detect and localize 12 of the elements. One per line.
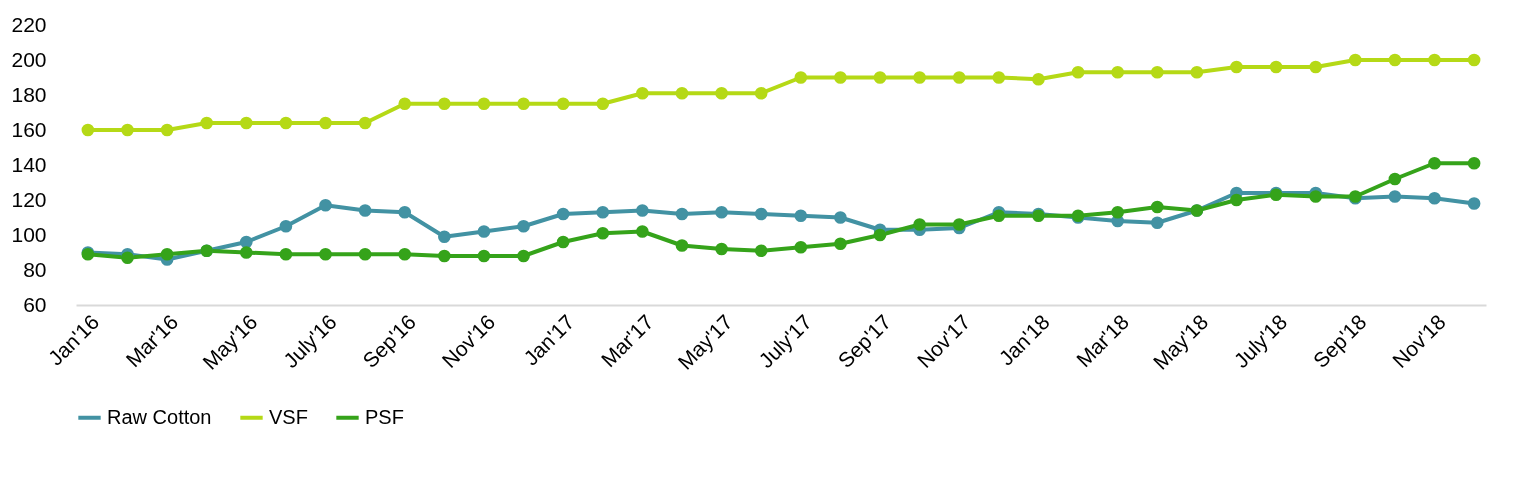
y-tick-label: 60 (23, 292, 47, 316)
y-tick-label: 120 (11, 187, 47, 211)
legend-label: Raw Cotton (107, 405, 212, 428)
y-tick-label: 100 (11, 222, 47, 246)
y-tick-label: 160 (11, 117, 47, 141)
legend-label: VSF (269, 405, 308, 428)
legend-label: PSF (365, 405, 404, 428)
y-tick-label: 200 (11, 47, 47, 71)
y-tick-label: 220 (11, 12, 47, 36)
y-tick-label: 180 (11, 82, 47, 106)
y-tick-label: 140 (11, 152, 47, 176)
y-tick-label: 80 (23, 257, 47, 281)
